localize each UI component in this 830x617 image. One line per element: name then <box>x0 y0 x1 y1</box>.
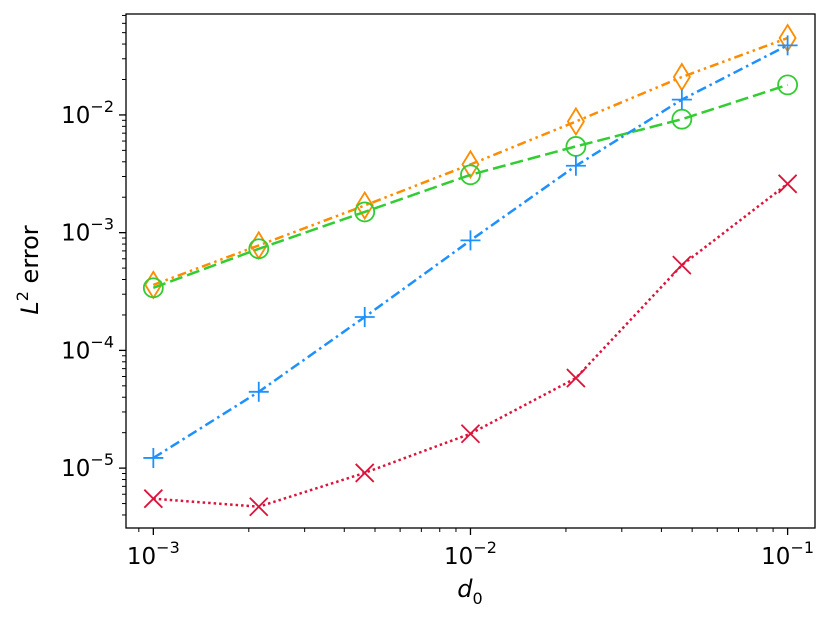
series-layer <box>142 23 799 517</box>
x-marker <box>355 463 375 483</box>
x-marker <box>249 497 269 517</box>
plus-marker <box>354 307 375 328</box>
series-x <box>143 174 798 517</box>
ticks-layer: 10−3 10−2 10−1 10−5 10−4 10−3 10−2 <box>61 14 814 570</box>
x-tick-label: 10−1 <box>761 538 814 570</box>
plot-frame <box>125 13 816 529</box>
diamond-marker <box>355 190 374 221</box>
diamond-marker <box>566 106 585 137</box>
plus-marker <box>143 447 164 468</box>
x-marker <box>777 174 798 194</box>
plus-marker <box>565 155 586 176</box>
plus-marker <box>248 381 269 402</box>
x-marker <box>143 489 163 509</box>
diamond-marker <box>461 149 480 180</box>
plus-marker <box>460 230 481 251</box>
circle-marker <box>354 201 376 223</box>
y-tick-label: 10−2 <box>61 97 114 129</box>
x-tick-label: 10−2 <box>444 538 497 570</box>
circle-marker <box>142 277 164 299</box>
x-marker <box>672 255 692 275</box>
series-plus <box>143 35 798 468</box>
x-tick-label: 10−3 <box>127 538 180 570</box>
series-circle-line <box>152 83 788 289</box>
series-diamond-line <box>152 36 789 287</box>
plus-marker <box>777 35 798 56</box>
x-marker <box>566 368 586 388</box>
plus-marker <box>671 89 692 110</box>
circle-marker <box>248 238 270 260</box>
circle-marker <box>777 74 799 96</box>
y-tick-label: 10−4 <box>61 332 114 364</box>
series-circle <box>142 74 799 299</box>
y-tick-label: 10−3 <box>61 215 114 247</box>
y-axis-title: L2 error <box>13 225 44 314</box>
y-tick-label: 10−5 <box>61 450 114 482</box>
circle-marker <box>460 164 481 186</box>
circle-marker <box>671 108 693 130</box>
x-marker <box>460 424 481 444</box>
